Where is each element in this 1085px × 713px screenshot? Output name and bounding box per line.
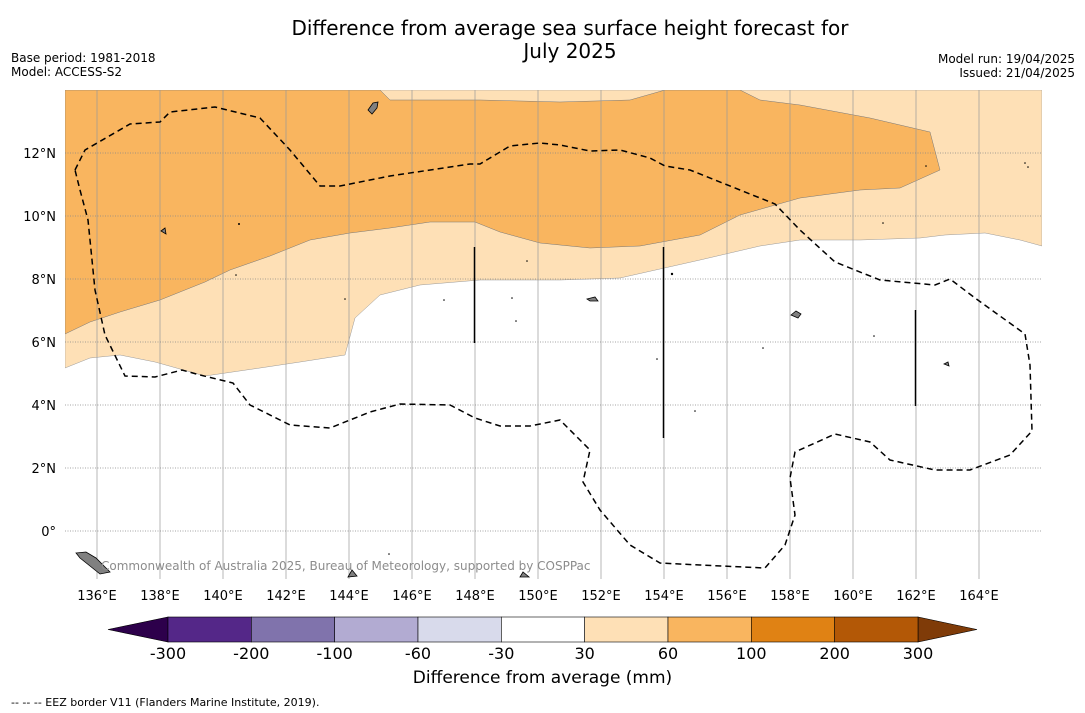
model-run: Model run: 19/04/2025 (937, 52, 1075, 66)
eez-border (74, 106, 1033, 569)
longitude-tick-label: 150°E (518, 589, 558, 604)
longitude-tick-label: 138°E (140, 589, 180, 604)
colorbar-tick-label: 30 (574, 644, 594, 663)
colorbar: -300 -200 -100 -60 -30 30 60 100 200 300 (107, 616, 978, 663)
island-nw-png (75, 551, 111, 575)
colorbar-under-arrow (107, 616, 169, 643)
longitude-tick-label: 158°E (770, 589, 810, 604)
colorbar-tick-label: 300 (903, 644, 934, 663)
colorbar-swatch (167, 616, 252, 643)
island-west (160, 227, 167, 235)
graticule (65, 90, 1042, 579)
longitude-tick-label: 160°E (833, 589, 873, 604)
small-islets (235, 162, 1029, 555)
colorbar-swatch (251, 616, 335, 643)
issued-date: Issued: 21/04/2025 (959, 66, 1075, 80)
model-name: Model: ACCESS-S2 (11, 65, 123, 79)
longitude-tick-label: 164°E (959, 589, 999, 604)
island-pohnpei (790, 310, 802, 319)
colorbar-swatch (584, 616, 669, 643)
latitude-tick-label: 0° (41, 525, 56, 540)
colorbar-swatch (667, 616, 752, 643)
colorbar-over-arrow (917, 616, 978, 643)
island-north (367, 101, 379, 115)
map-plot-area: Commonwealth of Australia 2025, Bureau o… (65, 90, 1042, 579)
longitude-tick-label: 162°E (896, 589, 936, 604)
longitude-tick-label: 148°E (455, 589, 495, 604)
latitude-tick-label: 4°N (32, 399, 57, 414)
colorbar-swatch (501, 616, 585, 643)
colorbar-tick-label: -100 (317, 644, 353, 663)
colorbar-swatch (334, 616, 419, 643)
colorbar-tick-label: 100 (736, 644, 767, 663)
map-title-line2: July 2025 (523, 39, 617, 63)
longitude-tick-label: 146°E (392, 589, 432, 604)
colorbar-swatch (417, 616, 502, 643)
map-title-line1: Difference from average sea surface heig… (291, 16, 849, 40)
colorbar-tick-label: -300 (150, 644, 186, 663)
longitude-tick-label: 140°E (203, 589, 243, 604)
base-period: Base period: 1981-2018 (11, 51, 156, 65)
longitude-tick-label: 142°E (266, 589, 306, 604)
latitude-tick-label: 10°N (23, 210, 56, 225)
colorbar-title: Difference from average (mm) (412, 668, 673, 688)
copyright-notice: Commonwealth of Australia 2025, Bureau o… (101, 559, 591, 573)
island-south (519, 571, 531, 578)
longitude-labels: 136°E 138°E 140°E 142°E 144°E 146°E 148°E 150°E… (77, 589, 999, 604)
latitude-tick-label: 12°N (23, 147, 56, 162)
longitude-tick-label: 154°E (644, 589, 684, 604)
longitude-tick-label: 152°E (581, 589, 621, 604)
longitude-tick-label: 144°E (329, 589, 369, 604)
longitude-tick-label: 156°E (707, 589, 747, 604)
colorbar-swatch (751, 616, 835, 643)
eez-footnote: -- -- -- EEZ border V11 (Flanders Marine… (11, 696, 320, 709)
island-kosrae (943, 361, 950, 367)
latitude-tick-label: 2°N (32, 462, 57, 477)
islands (75, 101, 950, 578)
anomaly-60-100-region (65, 90, 941, 335)
island-se (347, 569, 358, 578)
colorbar-tick-label: -200 (233, 644, 269, 663)
island-chuuk (586, 296, 599, 302)
latitude-tick-label: 8°N (32, 273, 57, 288)
colorbar-tick-label: 200 (819, 644, 850, 663)
colorbar-tick-label: -30 (488, 644, 514, 663)
latitude-labels: 0° 2°N 4°N 6°N 8°N 10°N 12°N (23, 147, 56, 540)
colorbar-tick-label: 60 (658, 644, 678, 663)
longitude-tick-label: 136°E (77, 589, 117, 604)
colorbar-tick-label: -60 (405, 644, 431, 663)
latitude-tick-label: 6°N (32, 336, 57, 351)
colorbar-swatch (834, 616, 919, 643)
